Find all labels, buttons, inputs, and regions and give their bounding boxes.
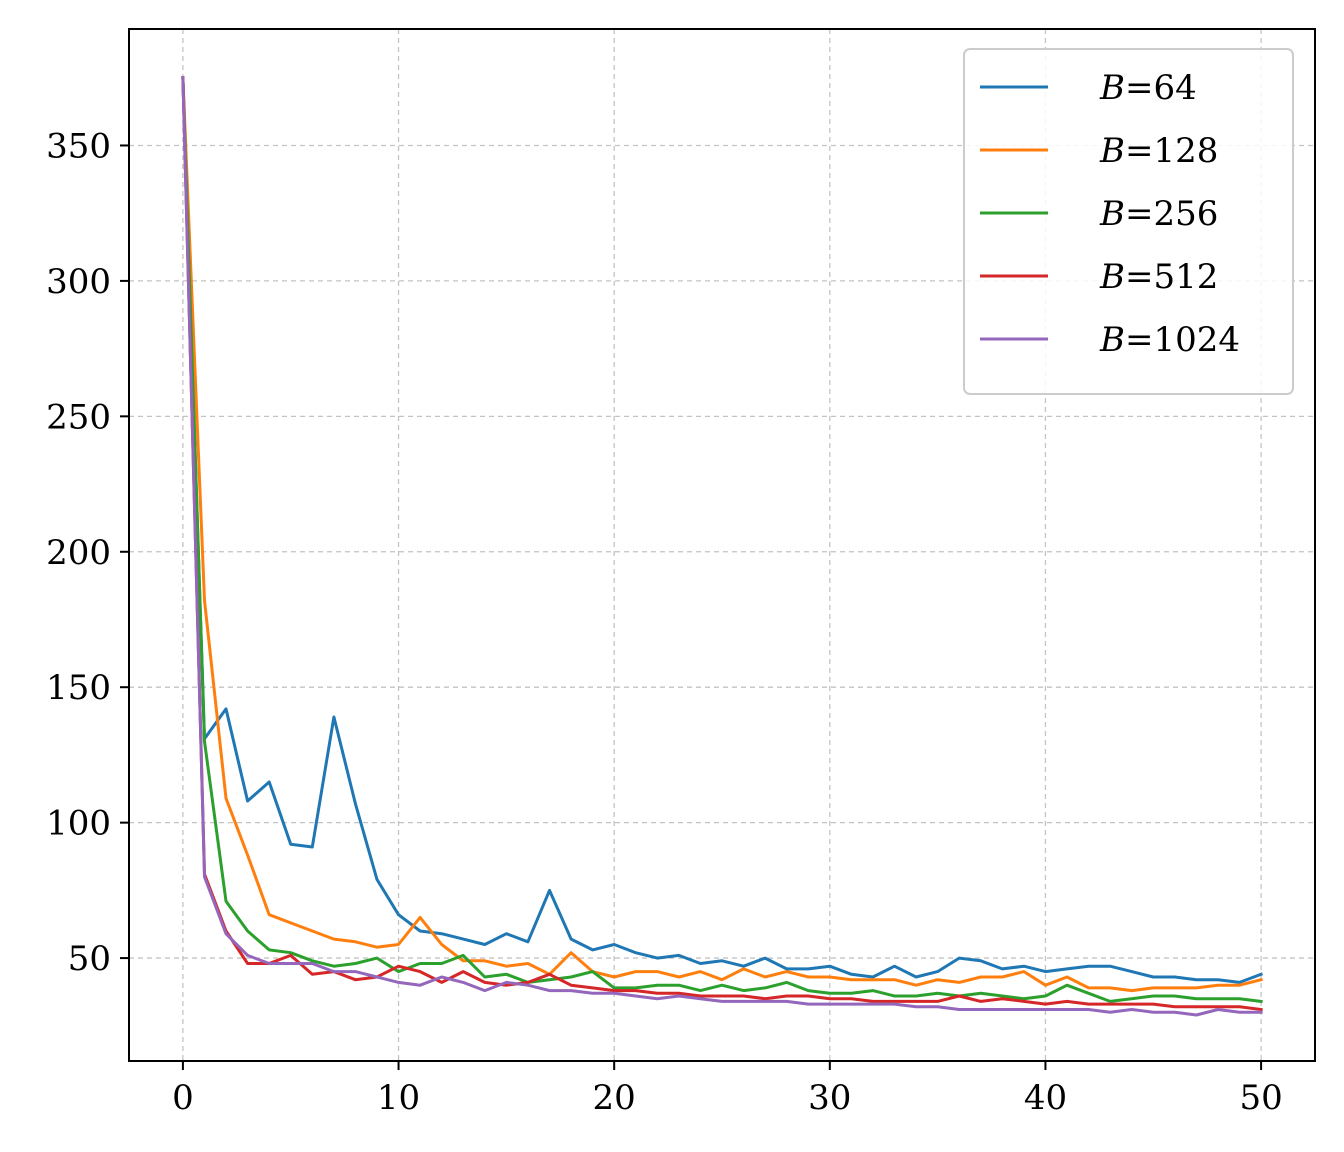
axis-ticks: 0 10 20 30 40 50 50 100 150 200 250 300 350 xyxy=(46,126,1283,1118)
y-tick-label: 150 xyxy=(46,668,111,708)
legend-entry-suffix: =1024 xyxy=(1125,320,1240,360)
plot-frame xyxy=(128,28,1316,1062)
legend-entry-label: B=512 xyxy=(1099,257,1218,297)
legend-entry-suffix: =64 xyxy=(1125,68,1197,108)
legend-entry-suffix: =512 xyxy=(1125,257,1218,297)
legend-entry-prefix: B xyxy=(1099,320,1125,360)
y-tick-label: 250 xyxy=(46,397,111,437)
legend-entry-prefix: B xyxy=(1099,68,1125,108)
grid xyxy=(129,29,1315,1061)
y-tick-label: 300 xyxy=(46,262,111,302)
legend-entry-suffix: =128 xyxy=(1125,131,1218,171)
series-line-B-256 xyxy=(181,76,1263,1004)
series-line-B-1024 xyxy=(181,76,1263,1017)
legend-entry-label: B=128 xyxy=(1099,131,1218,171)
legend-entry-prefix: B xyxy=(1099,257,1125,297)
x-tick-label: 50 xyxy=(1239,1078,1282,1118)
legend-entry-prefix: B xyxy=(1099,131,1125,171)
legend-entry-prefix: B xyxy=(1099,194,1125,234)
x-tick-label: 40 xyxy=(1024,1078,1067,1118)
legend-entry-label: B=64 xyxy=(1099,68,1197,108)
y-tick-label: 350 xyxy=(46,126,111,166)
plot-series xyxy=(181,76,1264,1017)
y-tick-label: 100 xyxy=(46,804,111,844)
series-line-B-64 xyxy=(181,76,1264,984)
y-tick-label: 50 xyxy=(68,939,111,979)
legend-entry-label: B=256 xyxy=(1099,194,1218,234)
series-line-B-128 xyxy=(181,76,1263,993)
x-tick-label: 30 xyxy=(808,1078,851,1118)
x-tick-label: 20 xyxy=(593,1078,636,1118)
legend-entry-suffix: =256 xyxy=(1125,194,1218,234)
legend-entry-label: B=1024 xyxy=(1099,320,1240,360)
series-line-B-512 xyxy=(181,76,1263,1012)
y-tick-label: 200 xyxy=(46,533,111,573)
x-tick-label: 0 xyxy=(172,1078,194,1118)
x-tick-label: 10 xyxy=(377,1078,420,1118)
legend-box xyxy=(963,48,1294,395)
